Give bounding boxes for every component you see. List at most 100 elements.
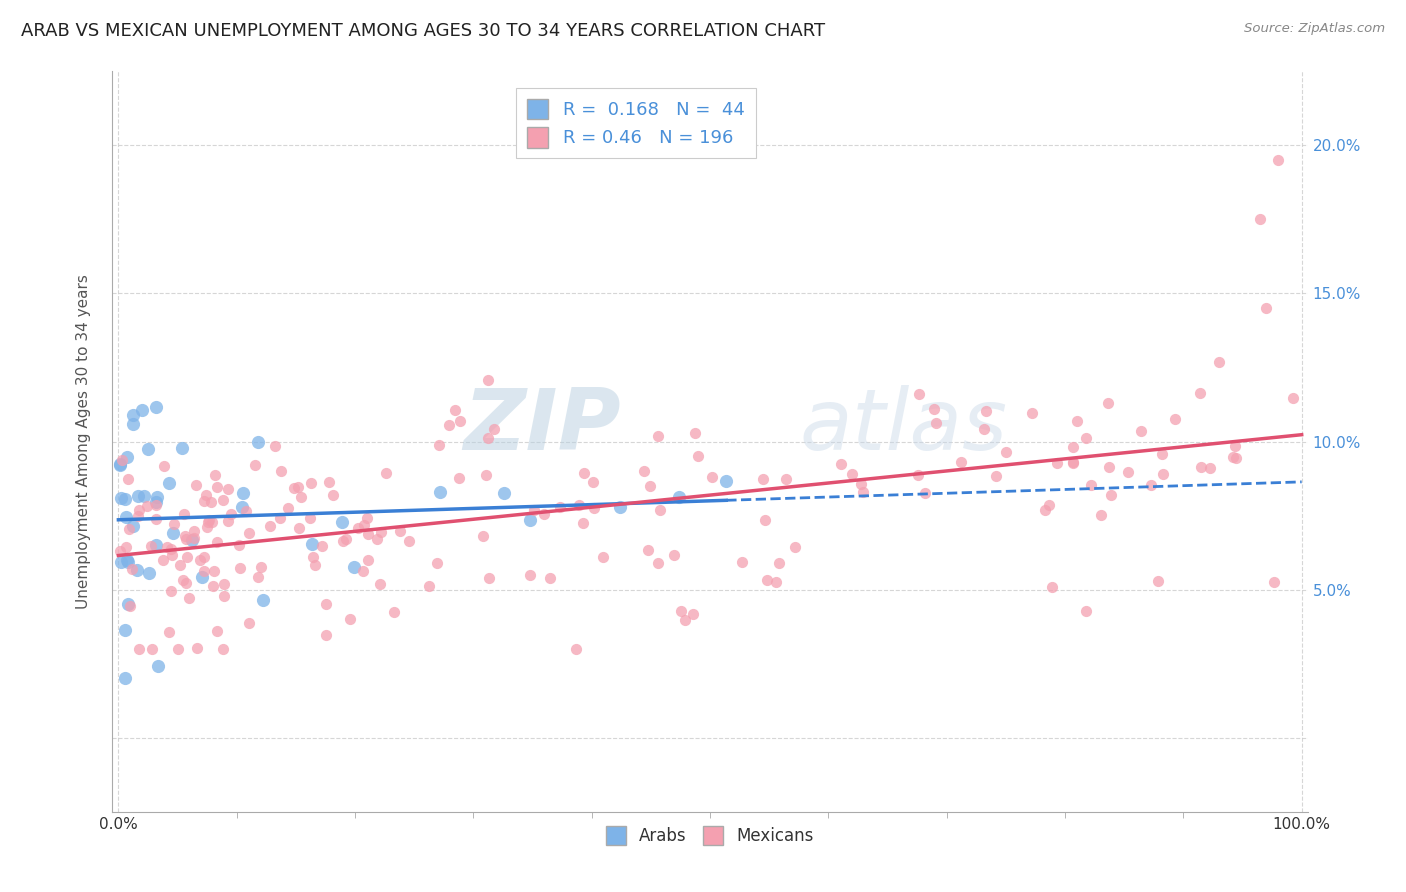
Point [768, 556, 790, 570]
Point [160, 549, 183, 563]
Point [352, 564, 374, 578]
Point [357, 527, 380, 541]
Point [153, 458, 176, 473]
Point [1147, 574, 1170, 589]
Point [668, 490, 690, 504]
Point [332, 533, 354, 548]
Point [426, 556, 449, 570]
Point [565, 641, 588, 656]
Point [194, 488, 217, 502]
Point [650, 503, 672, 517]
Point [288, 521, 311, 535]
Point [269, 511, 291, 525]
Point [1099, 488, 1122, 502]
Point [533, 507, 555, 521]
Point [568, 498, 591, 512]
Point [121, 562, 143, 576]
Point [217, 514, 239, 528]
Point [299, 475, 322, 490]
Point [127, 508, 149, 523]
Point [212, 493, 235, 508]
Point [122, 417, 145, 431]
Point [494, 486, 516, 500]
Point [775, 472, 797, 486]
Point [346, 521, 368, 535]
Point [315, 597, 337, 611]
Point [259, 519, 281, 533]
Point [127, 563, 149, 577]
Point [235, 504, 257, 518]
Point [1033, 502, 1056, 516]
Point [174, 575, 197, 590]
Text: atlas: atlas [800, 385, 1008, 468]
Point [146, 659, 169, 673]
Point [343, 559, 366, 574]
Point [169, 558, 191, 572]
Point [283, 481, 305, 495]
Point [1188, 386, 1211, 401]
Point [1225, 451, 1247, 466]
Point [232, 485, 254, 500]
Point [1062, 440, 1084, 454]
Point [995, 445, 1018, 459]
Point [139, 539, 162, 553]
Point [181, 533, 204, 547]
Point [138, 566, 160, 580]
Point [368, 577, 391, 591]
Point [114, 624, 136, 638]
Point [1208, 354, 1230, 368]
Point [132, 489, 155, 503]
Point [1046, 456, 1069, 470]
Point [302, 549, 325, 564]
Point [160, 584, 183, 599]
Point [477, 431, 499, 445]
Point [238, 615, 260, 630]
Point [907, 467, 929, 482]
Point [477, 373, 499, 387]
Point [204, 467, 226, 482]
Point [205, 535, 228, 549]
Point [519, 513, 541, 527]
Point [572, 466, 595, 480]
Point [1150, 447, 1173, 461]
Point [1263, 575, 1285, 590]
Point [250, 559, 273, 574]
Point [633, 464, 655, 478]
Point [157, 475, 180, 490]
Point [1097, 396, 1119, 410]
Point [115, 450, 138, 464]
Point [212, 589, 235, 603]
Point [212, 641, 235, 656]
Point [572, 516, 595, 531]
Point [114, 492, 136, 507]
Point [108, 543, 131, 558]
Point [1164, 411, 1187, 425]
Point [647, 429, 669, 443]
Point [193, 494, 215, 508]
Point [1066, 413, 1088, 427]
Point [159, 541, 181, 556]
Point [176, 550, 198, 565]
Point [429, 485, 451, 500]
Point [756, 574, 779, 588]
Legend: Arabs, Mexicans: Arabs, Mexicans [599, 819, 821, 852]
Point [246, 570, 269, 584]
Point [315, 628, 337, 642]
Point [115, 540, 138, 554]
Point [110, 555, 132, 569]
Point [375, 467, 398, 481]
Point [752, 472, 775, 486]
Point [366, 533, 388, 547]
Point [173, 529, 195, 543]
Point [1090, 508, 1112, 522]
Point [548, 500, 571, 515]
Point [245, 458, 267, 472]
Point [212, 577, 235, 591]
Point [128, 641, 150, 656]
Point [398, 534, 420, 549]
Point [117, 472, 139, 486]
Point [662, 549, 685, 563]
Point [229, 561, 252, 575]
Point [115, 509, 138, 524]
Point [118, 522, 141, 536]
